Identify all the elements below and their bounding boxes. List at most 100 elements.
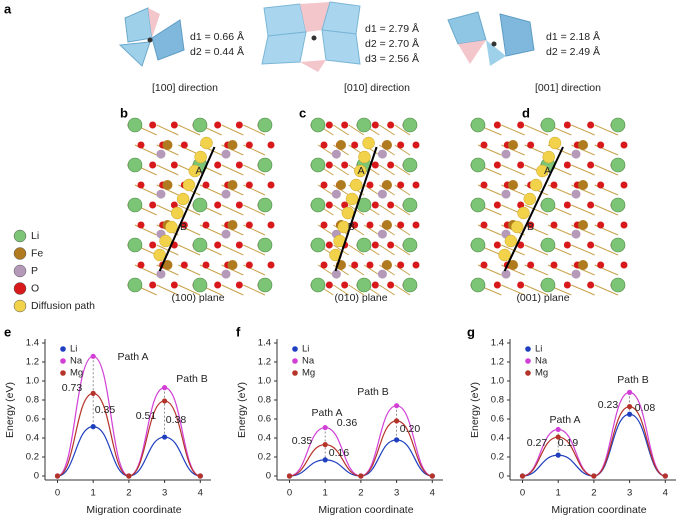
atom — [221, 149, 231, 159]
diffusion-path — [510, 220, 524, 234]
atom — [356, 237, 372, 253]
atom — [310, 277, 326, 293]
atom — [412, 261, 420, 269]
atom — [214, 281, 222, 289]
atom — [517, 161, 525, 169]
polyhedra-001 — [447, 11, 535, 66]
atom — [156, 269, 166, 279]
point-label: A — [195, 165, 202, 177]
bond — [221, 284, 244, 296]
annotation: Path B — [176, 373, 208, 385]
data-point — [161, 385, 168, 391]
atom — [192, 197, 208, 213]
bond — [501, 244, 525, 256]
y-tick-label: 1.2 — [26, 357, 39, 368]
legend-label: P — [31, 265, 38, 277]
y-tick-label: 1.2 — [491, 357, 504, 368]
atom — [325, 281, 333, 289]
atom — [137, 181, 145, 189]
diffusion-path — [498, 248, 511, 262]
bond — [317, 224, 334, 236]
atom — [493, 121, 501, 129]
atom — [550, 221, 558, 229]
atom — [356, 117, 372, 133]
y-tick-label: 1.4 — [258, 338, 271, 349]
atom — [597, 221, 605, 229]
atom — [377, 229, 387, 239]
bond — [394, 224, 411, 236]
atom — [214, 241, 222, 249]
atom — [412, 141, 420, 149]
atom — [527, 221, 535, 229]
bond — [243, 284, 266, 296]
diffusion-path — [194, 150, 207, 164]
atom — [149, 161, 157, 169]
panel-label: f — [236, 324, 241, 339]
y-tick-label: 1.0 — [491, 376, 504, 387]
data-point — [555, 452, 561, 458]
atom — [387, 201, 395, 209]
bond — [221, 124, 244, 136]
bond — [156, 124, 179, 136]
atom — [527, 141, 535, 149]
atom — [214, 161, 222, 169]
atom — [325, 241, 333, 249]
legend-marker — [292, 370, 298, 376]
bond — [317, 144, 334, 156]
atom — [397, 181, 405, 189]
atom — [267, 221, 275, 229]
bond — [156, 244, 179, 256]
atom — [127, 237, 143, 253]
atom — [480, 141, 488, 149]
atom — [412, 221, 420, 229]
legend-marker — [525, 358, 531, 364]
atom — [325, 201, 333, 209]
atom — [540, 197, 556, 213]
atom — [180, 141, 188, 149]
data-point — [555, 426, 561, 433]
distance-label: d2 = 2.70 Å — [365, 37, 419, 50]
bond — [221, 204, 244, 216]
data-point — [358, 473, 364, 479]
atom — [221, 229, 231, 239]
point-label: A — [358, 165, 365, 177]
x-tick-label: 4 — [198, 488, 203, 499]
bond — [363, 224, 380, 236]
bond — [221, 244, 244, 256]
atom — [170, 161, 178, 169]
atom — [351, 141, 359, 149]
x-tick-label: 1 — [91, 488, 96, 499]
atom — [371, 121, 379, 129]
y-tick-label: 0.6 — [258, 414, 271, 425]
bond — [594, 164, 619, 176]
bond — [333, 124, 349, 136]
atom — [192, 237, 208, 253]
panel-label: b — [120, 105, 128, 120]
atom — [221, 189, 231, 199]
crystal-structure — [127, 117, 275, 296]
atom — [170, 121, 178, 129]
y-tick-label: 0.2 — [258, 452, 271, 463]
atom — [371, 201, 379, 209]
data-point — [393, 403, 400, 409]
atom — [470, 157, 486, 173]
data-point — [393, 437, 400, 443]
atom — [341, 281, 349, 289]
diffusion-path — [159, 234, 172, 248]
data-point — [90, 353, 96, 359]
plane-caption: (010) plane — [334, 292, 387, 304]
atom — [610, 237, 626, 253]
data-point — [393, 418, 400, 424]
data-point — [286, 473, 293, 479]
crystal-structure — [310, 117, 420, 296]
atom — [377, 189, 387, 199]
atom — [382, 220, 392, 230]
data-point — [126, 473, 132, 479]
legend-label: Li — [31, 230, 39, 242]
atom — [563, 241, 571, 249]
atom — [366, 221, 374, 229]
atom — [149, 241, 157, 249]
atom — [235, 121, 243, 129]
atom — [257, 117, 273, 133]
bond — [333, 284, 349, 296]
